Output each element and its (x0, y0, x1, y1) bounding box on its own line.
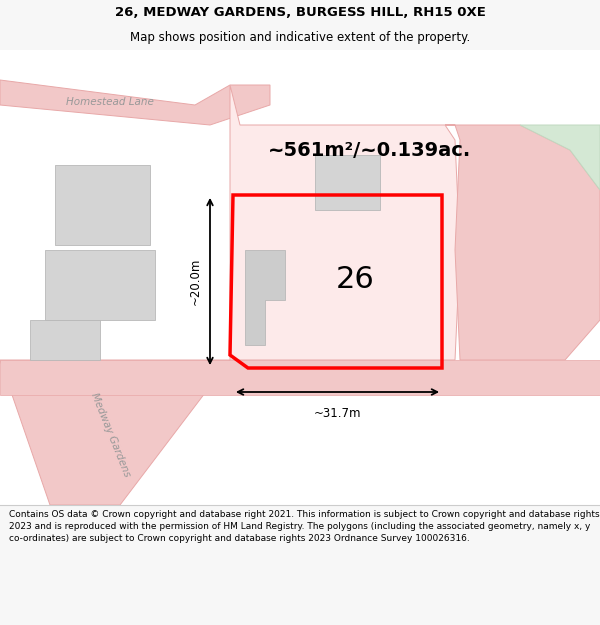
Text: Map shows position and indicative extent of the property.: Map shows position and indicative extent… (130, 31, 470, 44)
Text: Homestead Lane: Homestead Lane (66, 97, 154, 107)
Text: 26, MEDWAY GARDENS, BURGESS HILL, RH15 0XE: 26, MEDWAY GARDENS, BURGESS HILL, RH15 0… (115, 6, 485, 19)
Bar (55, 165, 150, 245)
Polygon shape (0, 360, 600, 395)
Text: ~31.7m: ~31.7m (314, 407, 361, 420)
Text: ~561m²/~0.139ac.: ~561m²/~0.139ac. (268, 141, 472, 159)
Bar (45, 250, 155, 320)
Polygon shape (0, 360, 230, 505)
Polygon shape (520, 125, 600, 190)
Text: Contains OS data © Crown copyright and database right 2021. This information is : Contains OS data © Crown copyright and d… (9, 511, 599, 543)
Text: ~20.0m: ~20.0m (189, 258, 202, 305)
Polygon shape (0, 80, 270, 125)
Bar (315, 155, 380, 210)
Bar (30, 320, 100, 360)
Polygon shape (445, 125, 600, 360)
Polygon shape (245, 250, 285, 345)
Text: Medway Gardens: Medway Gardens (89, 391, 131, 479)
Text: 26: 26 (335, 266, 374, 294)
Polygon shape (230, 85, 460, 360)
